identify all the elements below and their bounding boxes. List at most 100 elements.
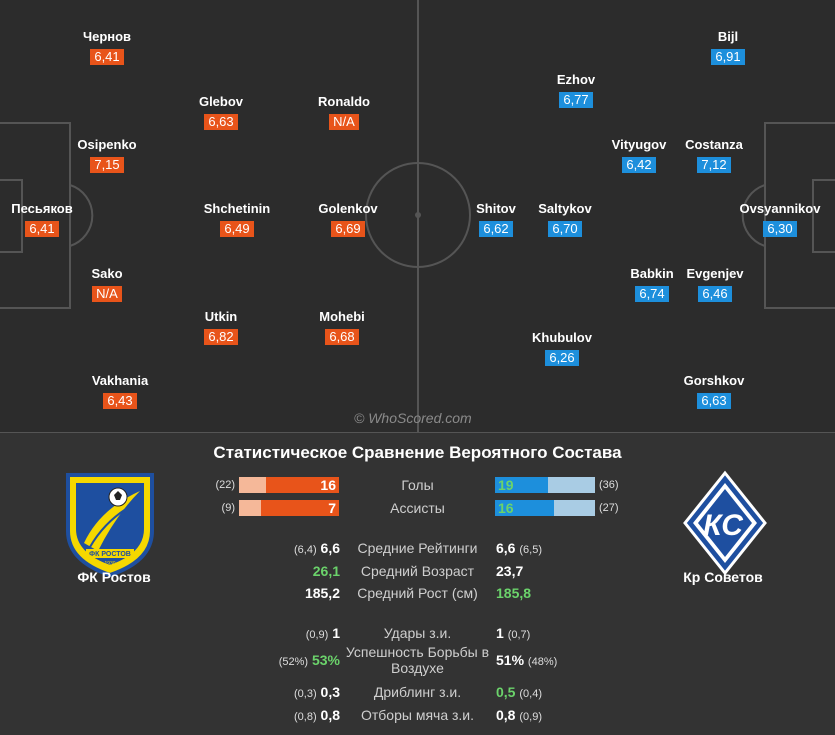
away-value-cell: 0,8 (0,9) — [496, 706, 542, 726]
away-value-cell: 6,6 (6,5) — [496, 539, 542, 559]
home-team-name[interactable]: ФК Ростов — [77, 569, 151, 585]
away-bar: 16 — [495, 500, 595, 516]
player-rating: 6,82 — [204, 329, 238, 345]
player-name: Vakhania — [91, 373, 149, 388]
player-name: Glebov — [198, 94, 244, 109]
away-bar: 19 — [495, 477, 595, 493]
away-value: 19 — [498, 477, 514, 493]
away-player-evgenjev[interactable]: Evgenjev 6,46 — [660, 266, 770, 303]
home-bar-fill — [266, 477, 339, 493]
home-bar: 16 — [239, 477, 339, 493]
player-name: Evgenjev — [686, 266, 744, 281]
player-rating: 6,43 — [103, 393, 137, 409]
home-prev: (6,4) — [294, 544, 317, 556]
player-rating: 6,41 — [90, 49, 124, 65]
player-name: Shitov — [476, 201, 516, 216]
pitch-lines — [0, 0, 835, 432]
away-value-cell: 1 (0,7) — [496, 624, 530, 644]
home-player-pesyakov[interactable]: Песьяков 6,41 — [0, 201, 97, 238]
stat-label: Дриблинг з.и. — [373, 684, 462, 700]
away-team-logo[interactable]: КС — [675, 469, 775, 579]
stats-panel: Статистическое Сравнение Вероятного Сост… — [0, 432, 835, 735]
away-player-babkin[interactable]: Babkin 6,74 — [597, 266, 707, 303]
player-rating: 6,62 — [479, 221, 513, 237]
player-rating: 6,91 — [711, 49, 745, 65]
home-player-shchetinin[interactable]: Shchetinin 6,49 — [182, 201, 292, 238]
away-logo-text: КС — [703, 509, 744, 542]
home-player-golenkov[interactable]: Golenkov 6,69 — [293, 201, 403, 238]
stat-label: Удары з.и. — [383, 625, 452, 641]
home-value: 53% — [311, 652, 340, 668]
away-value-cell: 51% (48%) — [496, 651, 557, 671]
player-rating: 6,77 — [559, 92, 593, 108]
away-player-shitov[interactable]: Shitov 6,62 — [441, 201, 551, 238]
home-player-chernov[interactable]: Чернов 6,41 — [52, 29, 162, 66]
home-prev: (0,8) — [294, 711, 317, 723]
home-value-cell: 185,2 — [305, 584, 340, 604]
player-name: Ronaldo — [318, 94, 370, 109]
home-prev: (0,9) — [305, 629, 329, 641]
home-logo-text: ФК РОСТОВ — [89, 551, 131, 558]
home-value: 7 — [328, 500, 336, 516]
home-team-logo[interactable]: ФК РОСТОВ 1930 — [60, 469, 160, 579]
player-name: Vityugov — [611, 137, 667, 152]
away-team-name[interactable]: Кр Советов — [683, 569, 763, 585]
player-rating: 6,30 — [763, 221, 797, 237]
player-rating: 6,49 — [220, 221, 254, 237]
away-prev: (0,9) — [519, 711, 542, 723]
away-player-gorshkov[interactable]: Gorshkov 6,63 — [659, 373, 769, 410]
player-rating: 6,69 — [331, 221, 365, 237]
home-value: 16 — [320, 477, 336, 493]
away-value: 16 — [498, 500, 514, 516]
away-value-cell: 23,7 — [496, 562, 523, 582]
away-player-vityugov[interactable]: Vityugov 6,42 — [584, 137, 694, 174]
player-name: Golenkov — [318, 201, 378, 216]
home-player-mohebi[interactable]: Mohebi 6,68 — [287, 309, 397, 346]
home-prev: (22) — [215, 479, 235, 491]
away-player-costanza[interactable]: Costanza 7,12 — [659, 137, 769, 174]
player-rating: N/A — [92, 286, 122, 302]
home-player-vakhania[interactable]: Vakhania 6,43 — [65, 373, 175, 410]
away-player-ovsyannikov[interactable]: Ovsyannikov 6,30 — [725, 201, 835, 238]
watermark: © WhoScored.com — [354, 410, 472, 426]
away-prev: (36) — [599, 479, 619, 491]
player-name: Saltykov — [538, 201, 592, 216]
stat-label: Отборы мяча з.и. — [360, 707, 475, 723]
home-player-glebov[interactable]: Glebov 6,63 — [166, 94, 276, 131]
away-value: 0,8 — [496, 707, 516, 723]
away-player-bijl[interactable]: Bijl 6,91 — [673, 29, 783, 66]
home-prev: (9) — [221, 502, 235, 514]
away-player-khubulov[interactable]: Khubulov 6,26 — [507, 330, 617, 367]
away-prev: (0,4) — [519, 688, 542, 700]
away-player-saltykov[interactable]: Saltykov 6,70 — [510, 201, 620, 238]
home-value: 1 — [332, 625, 340, 641]
stat-label: Успешность Борьбы в Воздухе — [345, 644, 490, 676]
home-player-ronaldo[interactable]: Ronaldo N/A — [289, 94, 399, 131]
rostov-crest-icon: ФК РОСТОВ 1930 — [66, 473, 154, 578]
player-rating: 6,63 — [697, 393, 731, 409]
player-name: Osipenko — [77, 137, 137, 152]
home-bar-fill — [261, 500, 339, 516]
away-prev: (6,5) — [519, 544, 542, 556]
stat-bar-goals: (22) 16 Голы 19 (36) — [0, 476, 835, 496]
player-name: Utkin — [204, 309, 238, 324]
player-rating: 7,15 — [90, 157, 124, 173]
away-prev: (0,7) — [507, 629, 531, 641]
away-player-ezhov[interactable]: Ezhov 6,77 — [521, 72, 631, 109]
player-name: Песьяков — [11, 201, 73, 216]
home-bar: 7 — [239, 500, 339, 516]
stat-bar-assists: (9) 7 Ассисты 16 (27) — [0, 499, 835, 519]
home-player-sako[interactable]: Sako N/A — [52, 266, 162, 303]
player-name: Shchetinin — [203, 201, 271, 216]
home-player-utkin[interactable]: Utkin 6,82 — [166, 309, 276, 346]
home-player-osipenko[interactable]: Osipenko 7,15 — [52, 137, 162, 174]
stat-label: Средний Рост (см) — [357, 585, 478, 601]
stat-label: Средние Рейтинги — [357, 540, 478, 556]
home-value: 0,3 — [320, 684, 340, 700]
player-name: Mohebi — [319, 309, 365, 324]
player-name: Чернов — [82, 29, 132, 44]
away-bar-fill — [495, 477, 548, 493]
home-value-cell: (0,9) 1 — [306, 624, 340, 644]
home-prev: (52%) — [278, 656, 309, 668]
player-name: Ovsyannikov — [739, 201, 821, 216]
